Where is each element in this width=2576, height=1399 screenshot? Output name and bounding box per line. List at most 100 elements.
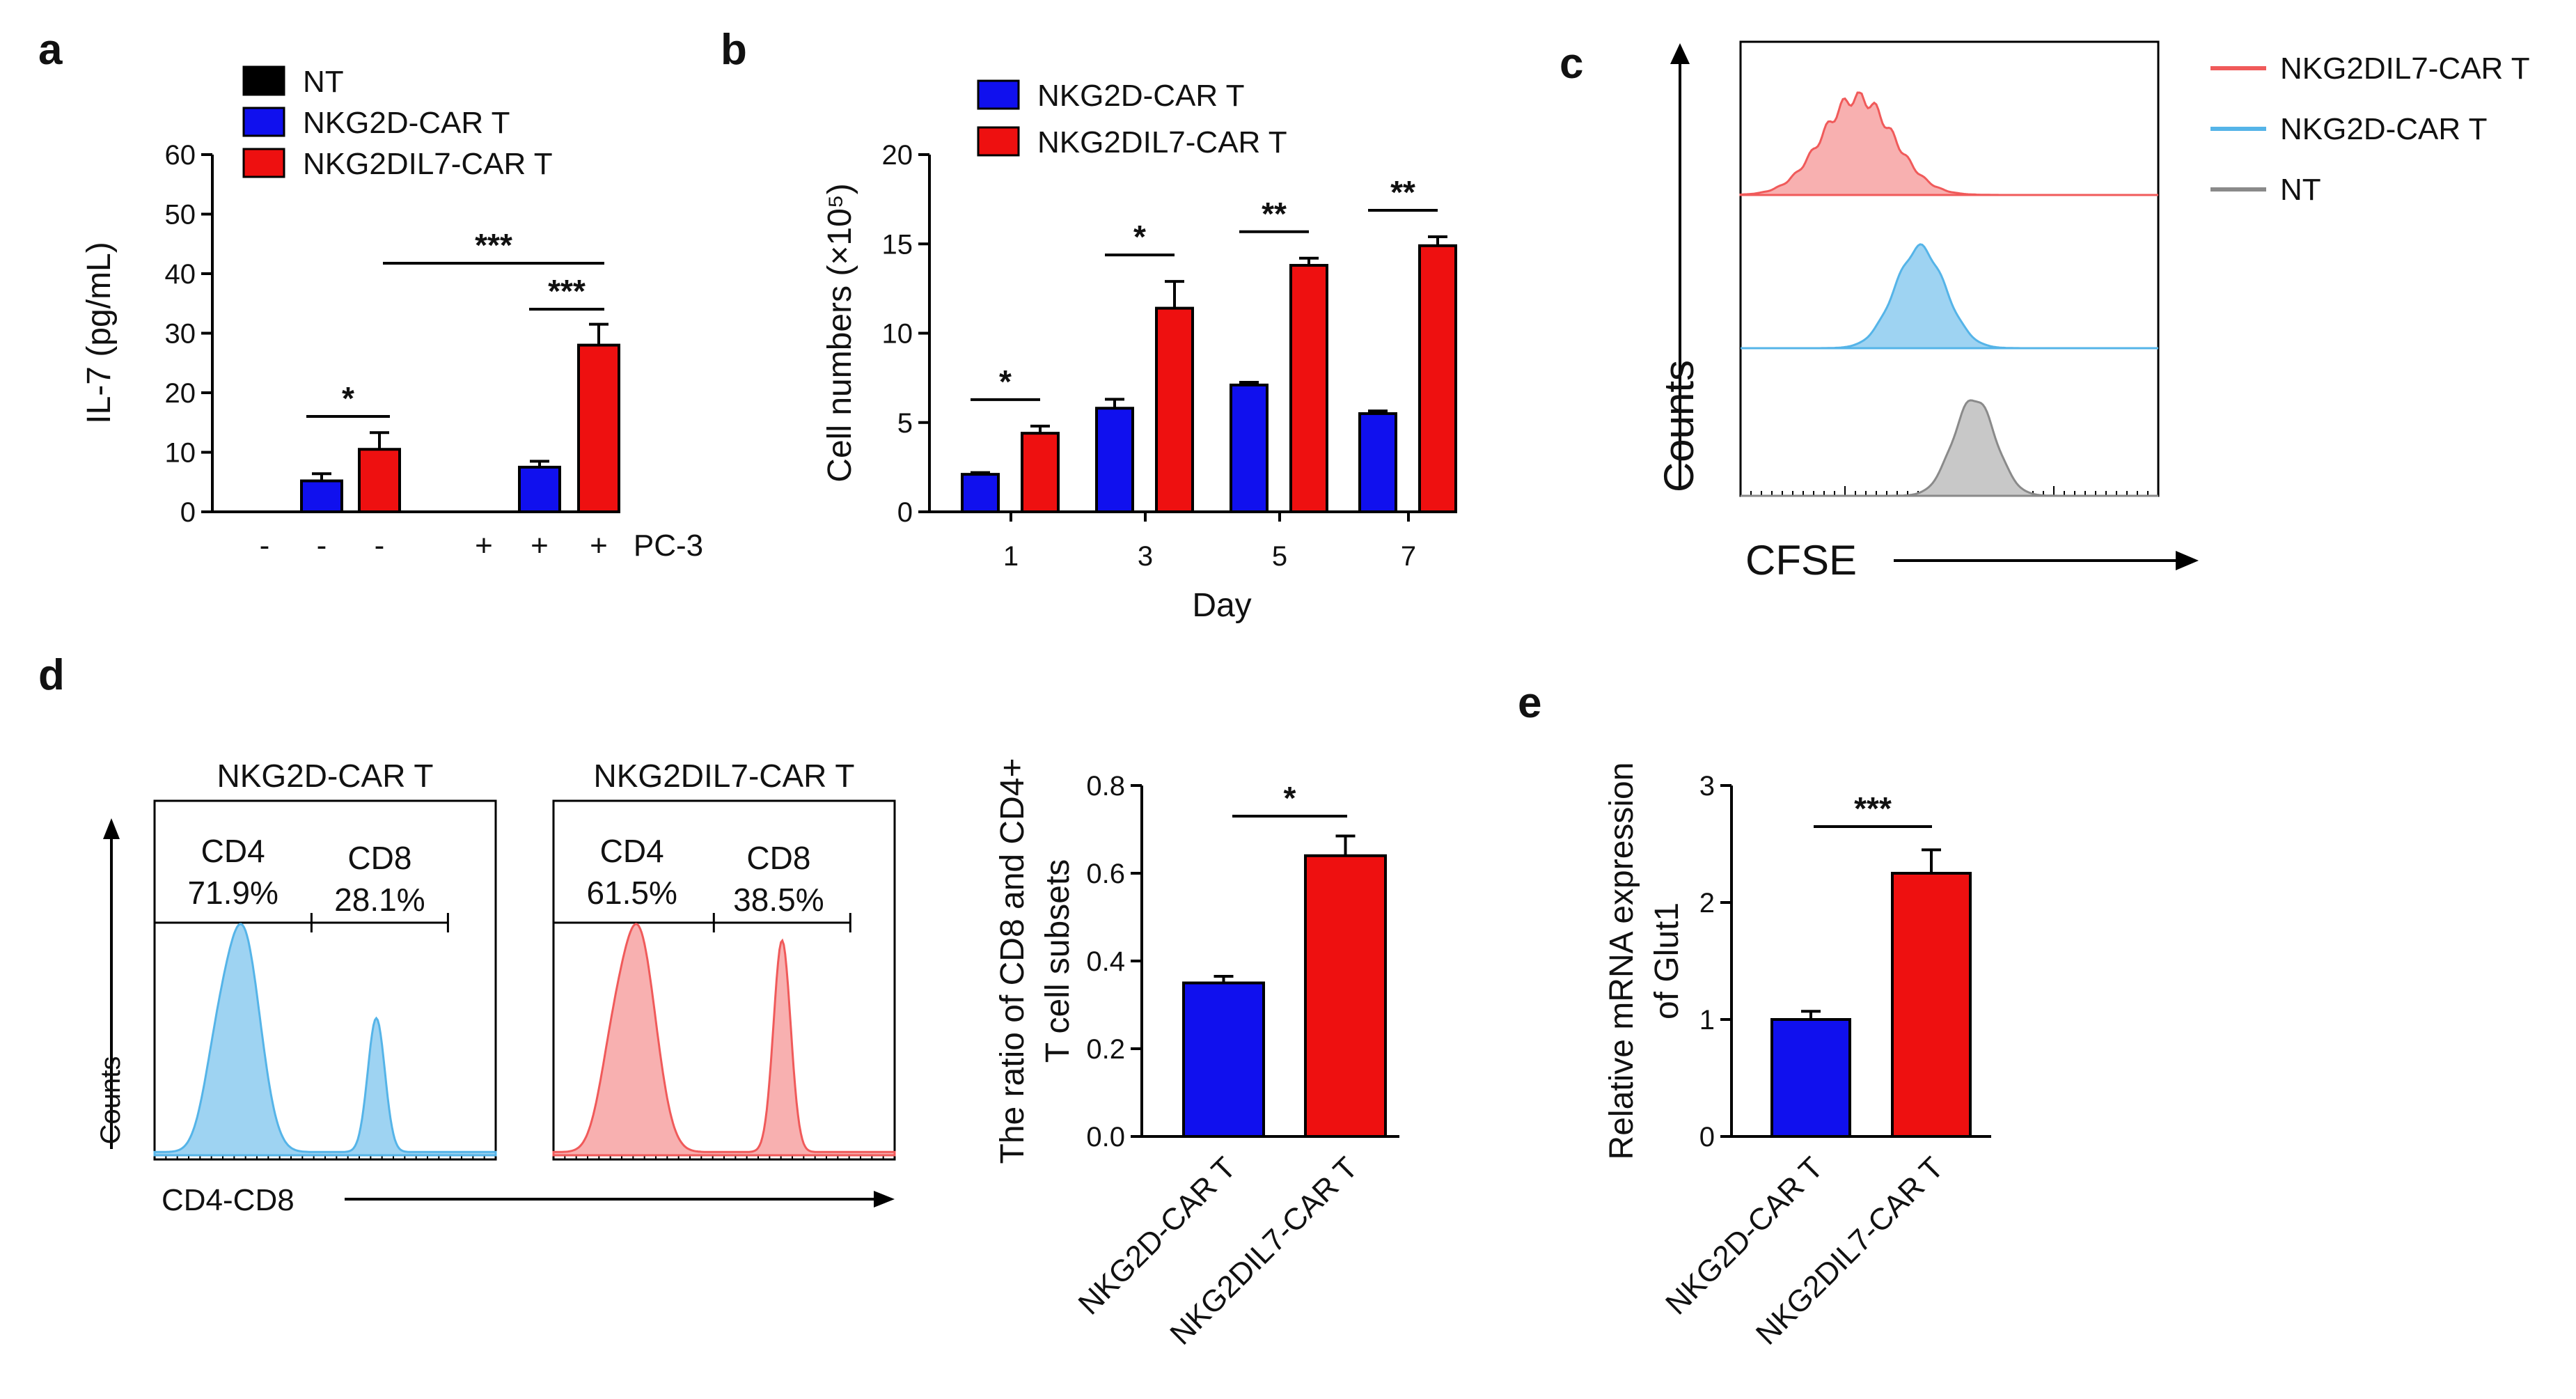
a-bar: [518, 465, 561, 513]
a-condition-sign: -: [317, 529, 327, 563]
e-bar: [1770, 1018, 1851, 1138]
d-y-arrow-head: [103, 818, 120, 839]
b-x-tick-label: 5: [1272, 541, 1287, 572]
b-y-tick-label: 0: [897, 497, 913, 528]
b-legend-swatch: [977, 126, 1020, 157]
chart-d-flow: NKG2D-CAR T CD4 71.9% CD8 28.1% NKG2DIL7-CAR …: [95, 758, 896, 1217]
d-flow-plot-title: NKG2DIL7-CAR T: [594, 758, 855, 794]
a-condition-sign: -: [375, 529, 385, 563]
c-legend-label: NKG2DIL7-CAR T: [2280, 52, 2530, 86]
a-legend-label: NKG2D-CAR T: [303, 106, 510, 140]
d-y-tick-label: 0.2: [1086, 1034, 1125, 1065]
d-y-tick-label: 0.4: [1086, 946, 1125, 977]
panel-letter-c: c: [1560, 40, 1583, 88]
d-y-tick-label: 0.6: [1086, 859, 1125, 889]
b-bar: [1418, 244, 1457, 513]
a-y-tick-label: 20: [165, 378, 196, 409]
d-significance-label: *: [1284, 780, 1296, 816]
b-bar: [1230, 383, 1269, 514]
b-y-tick-label: 15: [882, 229, 913, 260]
d-bar: [1304, 854, 1387, 1139]
e-y-tick-label: 0: [1699, 1122, 1715, 1152]
d-gate-cd8-percent: 28.1%: [334, 882, 425, 918]
b-bar: [1021, 432, 1060, 514]
b-y-tick-label: 5: [897, 408, 913, 439]
b-x-tick-label: 7: [1401, 541, 1416, 572]
panel-letter-b: b: [721, 26, 747, 74]
a-y-tick-label: 10: [165, 438, 196, 469]
a-y-tick-label: 40: [165, 259, 196, 290]
b-legend-label: NKG2D-CAR T: [1037, 79, 1244, 113]
e-y-axis-title-line1: Relative mRNA expression: [1603, 763, 1640, 1160]
panel-letter-d: d: [38, 651, 65, 699]
a-y-tick-label: 60: [165, 140, 196, 171]
b-significance-label: *: [999, 364, 1012, 400]
a-legend-swatch: [242, 65, 285, 96]
d-gate-cd4-name: CD4: [201, 833, 265, 869]
c-histogram-nkg2d: [1741, 243, 2158, 350]
b-bar: [1155, 306, 1194, 513]
b-significance-label: **: [1262, 196, 1287, 232]
a-condition-label: PC-3: [634, 529, 703, 563]
a-condition-sign: -: [260, 529, 270, 563]
d-x-arrow-head: [874, 1191, 895, 1207]
e-y-tick-label: 3: [1699, 771, 1715, 802]
c-x-arrow-head: [2176, 551, 2199, 570]
b-bar: [1095, 407, 1134, 513]
a-legend-label: NKG2DIL7-CAR T: [303, 147, 553, 181]
a-significance-label: *: [342, 380, 354, 416]
a-y-tick-label: 50: [165, 200, 196, 230]
b-significance-label: **: [1390, 174, 1415, 210]
d-bar: [1182, 981, 1265, 1138]
d-flow-histogram: [552, 923, 896, 1157]
b-significance-label: *: [1133, 219, 1146, 255]
e-significance-label: ***: [1854, 790, 1892, 827]
a-bar: [358, 448, 401, 513]
e-y-axis-title-line2: of Glut1: [1649, 902, 1686, 1019]
a-y-tick-label: 0: [180, 497, 196, 528]
b-legend-label: NKG2DIL7-CAR T: [1037, 125, 1287, 159]
d-flow-histogram: [153, 923, 497, 1157]
c-legend-label: NKG2D-CAR T: [2280, 112, 2487, 146]
chart-a: 0 10 20 30 40 50 60 IL-7 (pg/mL) NT NKG2D-CAR T NK…: [81, 65, 703, 563]
c-histogram-nkg2dil7: [1739, 91, 2158, 196]
d-y-axis-title: Counts: [95, 1056, 126, 1145]
a-condition-sign: +: [590, 529, 608, 563]
a-legend-swatch: [242, 148, 285, 178]
a-bar: [300, 479, 343, 513]
c-x-axis-title: CFSE: [1745, 537, 1857, 584]
d-y-tick-label: 0.0: [1086, 1122, 1125, 1152]
chart-d-bar: 0.0 0.2 0.4 0.6 0.8 The ratio of CD8 and CD4+…: [994, 758, 1399, 1352]
a-condition-sign: +: [475, 529, 493, 563]
a-significance-label: ***: [475, 227, 512, 263]
b-x-axis-title: Day: [1192, 587, 1251, 624]
a-legend-swatch: [242, 107, 285, 137]
b-bar: [1289, 264, 1328, 513]
d-bar-y-axis-title-line2: T cell subsets: [1039, 859, 1076, 1063]
c-y-axis-title: Counts: [1656, 360, 1702, 492]
d-gate-cd8-name: CD8: [746, 840, 810, 876]
d-x-axis-title: CD4-CD8: [162, 1183, 294, 1217]
b-y-tick-label: 20: [882, 140, 913, 171]
d-gate-cd4-percent: 61.5%: [586, 875, 677, 911]
e-bar: [1891, 872, 1972, 1138]
b-x-tick-label: 1: [1003, 541, 1019, 572]
d-gate-cd8-name: CD8: [347, 840, 411, 876]
d-flow-plot-title: NKG2D-CAR T: [217, 758, 434, 794]
c-plot-frame: [1739, 40, 2160, 497]
c-legend-label: NT: [2280, 173, 2321, 207]
a-condition-sign: +: [531, 529, 549, 563]
c-histogram-nt: [1741, 399, 2158, 497]
b-y-tick-label: 10: [882, 319, 913, 350]
a-bar: [577, 343, 620, 513]
c-y-arrow-head: [1670, 43, 1690, 64]
panel-letter-e: e: [1518, 679, 1541, 727]
d-gate-cd4-percent: 71.9%: [187, 875, 278, 911]
d-gate-cd4-name: CD4: [600, 833, 664, 869]
a-y-axis-title: IL-7 (pg/mL): [81, 242, 118, 423]
b-x-tick-label: 3: [1138, 541, 1153, 572]
d-y-tick-label: 0.8: [1086, 771, 1125, 802]
